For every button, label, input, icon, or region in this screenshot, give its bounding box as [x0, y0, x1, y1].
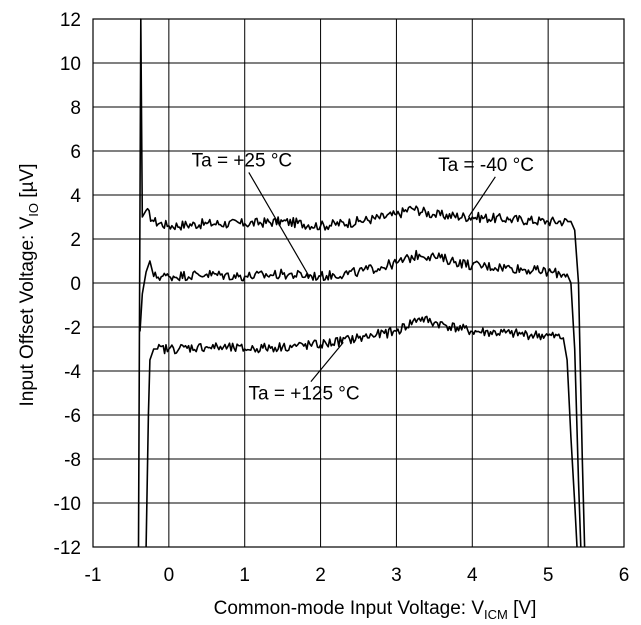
x-tick-label: 6	[619, 565, 630, 586]
x-tick-label: 4	[467, 565, 478, 586]
series-line	[145, 315, 578, 548]
annotations: Ta = +25 °C Ta = -40 °C Ta = +125 °C	[192, 150, 534, 404]
y-tick-label: 6	[70, 142, 81, 163]
x-tick-label: 1	[239, 565, 250, 586]
series-line	[139, 249, 582, 548]
series	[137, 18, 586, 548]
annotation-label: Ta = +25 °C	[192, 150, 293, 171]
annotation-leader	[248, 172, 310, 277]
x-tick-label: 3	[391, 565, 402, 586]
y-tick-label: -2	[64, 318, 81, 339]
y-axis-title: Input Offset Voltage: VIO [µV]	[17, 164, 41, 407]
x-tick-label: 2	[315, 565, 326, 586]
x-tick-label: -1	[85, 565, 102, 586]
y-tick-label: -4	[64, 362, 81, 383]
series-line	[137, 18, 586, 548]
plot-border	[92, 18, 625, 548]
y-tick-label: -6	[64, 406, 81, 427]
series-group	[137, 18, 586, 548]
series	[139, 249, 582, 548]
y-tick-label: 10	[60, 54, 81, 75]
y-tick-label: 2	[70, 230, 81, 251]
y-tick-label: 8	[70, 98, 81, 119]
y-tick-label: -10	[54, 494, 81, 515]
x-tick-label: 5	[543, 565, 554, 586]
y-tick-label: -12	[54, 538, 81, 559]
grid-lines	[92, 18, 625, 548]
annotation-label: Ta = +125 °C	[249, 384, 360, 405]
y-tick-label: 12	[60, 10, 81, 31]
annotation-label: Ta = -40 °C	[438, 155, 534, 176]
annotation-leader	[467, 176, 496, 218]
y-tick-label: 0	[70, 274, 81, 295]
x-tick-label: 0	[164, 565, 175, 586]
y-tick-label: -8	[64, 450, 81, 471]
y-tick-label: 4	[70, 186, 81, 207]
series	[145, 315, 578, 548]
x-axis-title: Common-mode Input Voltage: VICM [V]	[214, 598, 537, 622]
annotation-leader	[310, 342, 344, 382]
plot-frame	[92, 18, 625, 548]
